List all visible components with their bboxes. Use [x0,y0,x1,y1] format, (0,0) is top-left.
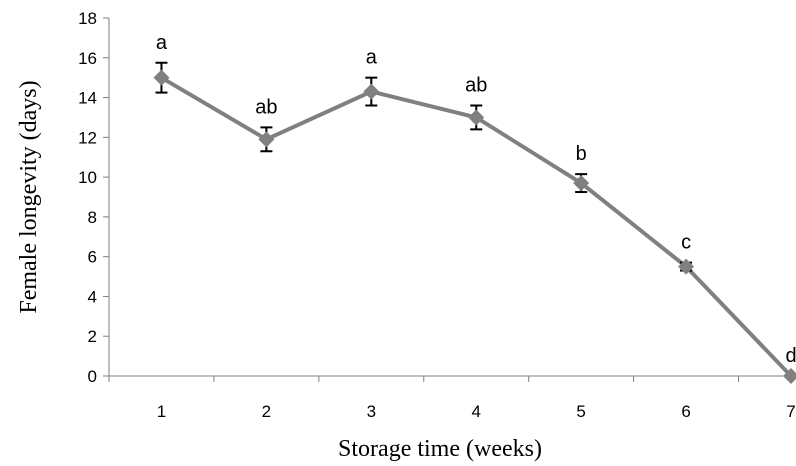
y-tick-label: 16 [78,49,97,68]
x-tick-label: 3 [367,402,376,421]
data-point [573,175,590,192]
data-point [468,109,485,126]
significance-label: a [156,32,168,54]
data-point [783,368,796,384]
y-tick-label: 18 [78,9,97,28]
y-tick-label: 0 [88,367,97,386]
significance-label: c [681,232,691,254]
x-axis: 1 2 3 4 5 6 7 [108,375,796,421]
x-tick-label: 1 [157,402,166,421]
y-tick-label: 2 [88,327,97,346]
x-tick-label: 2 [262,402,271,421]
y-tick-label: 4 [88,287,97,306]
significance-label: b [576,143,587,165]
significance-label: ab [255,96,277,118]
annotation-layer: a ab a ab b c d [156,32,796,367]
data-point [363,83,380,100]
y-tick-label: 8 [88,208,97,227]
data-point [153,69,170,86]
significance-label: d [785,345,796,367]
data-point [258,131,275,148]
y-tick-label: 10 [78,168,97,187]
y-tick-label: 12 [78,128,97,147]
x-tick-label: 6 [681,402,690,421]
x-axis-title: Storage time (weeks) [338,436,542,462]
significance-label: a [366,47,378,69]
x-tick-label: 7 [786,402,795,421]
data-point [678,258,695,275]
y-tick-label: 6 [88,248,97,267]
y-axis-title: Female longevity (days) [16,80,42,313]
series-layer [153,61,796,384]
y-tick-label: 14 [78,89,97,108]
x-tick-label: 4 [471,402,480,421]
y-axis: 0 2 4 6 8 10 12 14 16 18 [78,9,110,386]
x-tick-label: 5 [576,402,585,421]
significance-label: ab [465,75,487,97]
